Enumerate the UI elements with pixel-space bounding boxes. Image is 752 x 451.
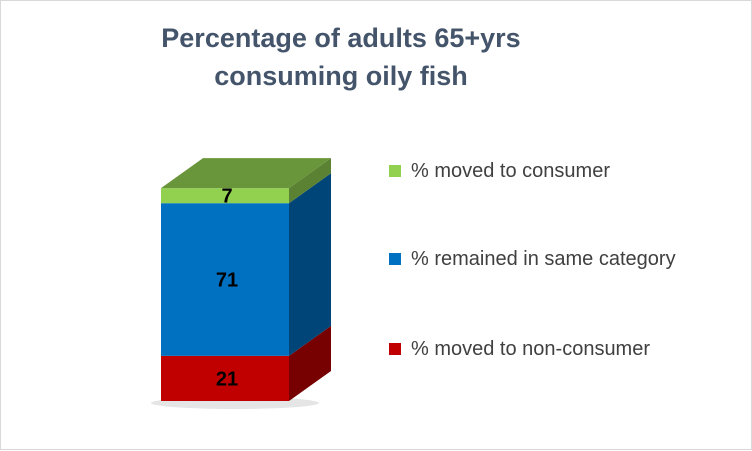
bar-top-face: [161, 158, 331, 189]
legend-label-remained-in-same-category: % remained in same category: [411, 247, 676, 270]
legend-swatch-moved-to-consumer: [389, 165, 401, 177]
bar-side-moved-to-non-consumer: [289, 325, 331, 401]
bar-side-remained-in-same-category: [289, 173, 331, 356]
data-label-moved-to-non-consumer: 21: [216, 368, 238, 390]
chart-title: Percentage of adults 65+yrs consuming oi…: [61, 19, 621, 95]
legend-label-moved-to-non-consumer: % moved to non-consumer: [411, 337, 651, 360]
bar-segment-moved-to-consumer: [161, 188, 289, 204]
legend-swatch-remained-in-same-category: [389, 253, 401, 265]
chart-title-line-2: consuming oily fish: [214, 61, 468, 91]
bar-segment-moved-to-non-consumer: [161, 355, 289, 401]
legend-item-moved-to-consumer: % moved to consumer: [389, 157, 610, 185]
bar-side-moved-to-consumer: [289, 158, 331, 204]
chart-title-line-1: Percentage of adults 65+yrs: [161, 23, 521, 53]
bar-segment-remained-in-same-category: [161, 203, 289, 356]
legend-item-remained-in-same-category: % remained in same category: [389, 245, 676, 273]
data-label-remained-in-same-category: 71: [216, 270, 238, 292]
legend-swatch-moved-to-non-consumer: [389, 343, 401, 355]
legend-label-moved-to-consumer: % moved to consumer: [411, 159, 610, 182]
data-label-moved-to-consumer: 7: [221, 186, 232, 208]
legend-item-moved-to-non-consumer: % moved to non-consumer: [389, 335, 650, 363]
